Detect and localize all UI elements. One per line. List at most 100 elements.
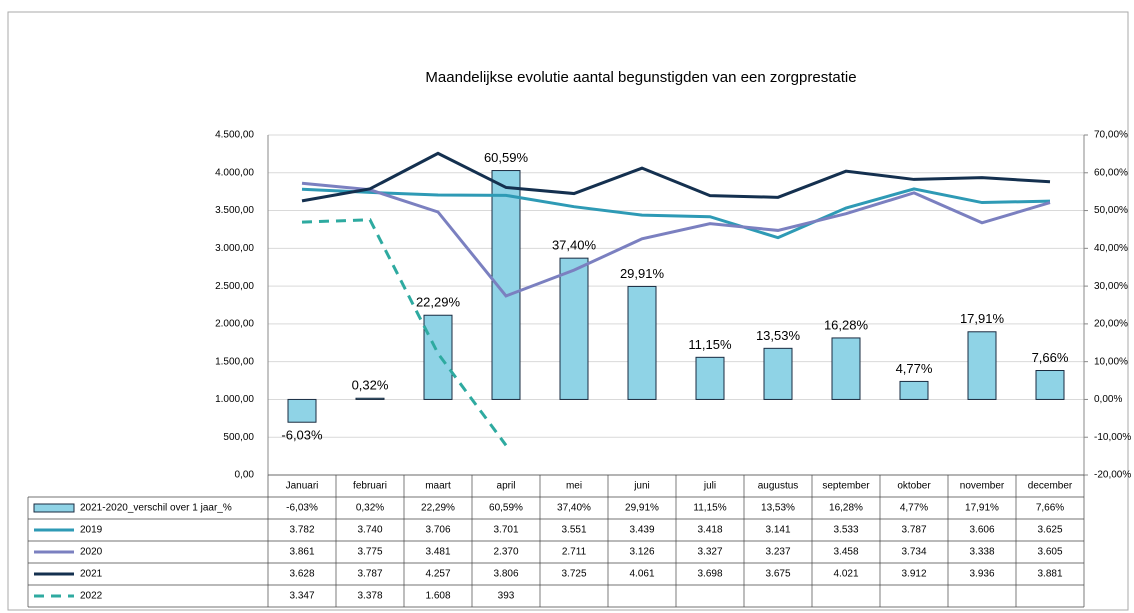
table-cell: 29,91% — [625, 503, 659, 514]
table-cell: 3.675 — [765, 569, 790, 580]
table-cell: 3.605 — [1037, 547, 1062, 558]
table-cell: 3.787 — [901, 525, 926, 536]
table-cell: 37,40% — [557, 503, 591, 514]
table-cell: 3.698 — [697, 569, 722, 580]
y2-tick-label: 10,00% — [1094, 356, 1128, 367]
y2-tick-label: -20,00% — [1094, 470, 1131, 481]
y2-tick-label: 20,00% — [1094, 319, 1128, 330]
table-cell: 16,28% — [829, 503, 863, 514]
data-label: 17,91% — [960, 311, 1005, 326]
bar — [627, 285, 657, 400]
y2-tick-label: 40,00% — [1094, 243, 1128, 254]
x-tick-label: september — [822, 481, 870, 492]
table-cell: 3.740 — [357, 525, 382, 536]
table-cell: 3.782 — [289, 525, 314, 536]
table-cell: 4,77% — [900, 503, 928, 514]
table-cell: 3.806 — [493, 569, 518, 580]
table-cell: 3.936 — [969, 569, 994, 580]
table-cell: 11,15% — [693, 503, 726, 514]
frame — [7, 11, 1129, 611]
table-cell: 3.725 — [561, 569, 586, 580]
bar — [559, 257, 589, 400]
data-label: 22,29% — [416, 295, 461, 310]
x-tick-label: juni — [633, 481, 650, 492]
legend-label: 2019 — [80, 525, 103, 536]
x-tick-label: oktober — [897, 481, 931, 492]
table-cell: 3.701 — [493, 525, 518, 536]
table-cell: 3.327 — [697, 547, 722, 558]
table-cell: 2.370 — [493, 547, 518, 558]
table-cell: 3.481 — [425, 547, 450, 558]
table-cell: 3.775 — [357, 547, 382, 558]
y-tick-label: 1.000,00 — [215, 394, 254, 405]
table-cell: 3.861 — [289, 547, 314, 558]
data-label: 13,53% — [756, 328, 801, 343]
data-label: 0,32% — [352, 378, 389, 393]
series-line — [301, 151, 1051, 203]
table-cell: 3.787 — [357, 569, 382, 580]
bar — [423, 314, 453, 400]
data-label: 37,40% — [552, 238, 597, 253]
table-cell: 3.912 — [901, 569, 926, 580]
table-cell: 3.734 — [901, 547, 926, 558]
table-cell: 13,53% — [761, 503, 795, 514]
series-line — [301, 187, 1051, 240]
table-cell: 0,32% — [356, 503, 384, 514]
table-cell: 3.237 — [765, 547, 790, 558]
x-tick-label: augustus — [758, 481, 799, 492]
x-tick-label: juli — [703, 481, 716, 492]
table-cell: 22,29% — [421, 503, 455, 514]
y-tick-label: 2.500,00 — [215, 281, 254, 292]
bar — [967, 331, 997, 400]
y2-tick-label: 60,00% — [1094, 167, 1128, 178]
table-cell: 3.628 — [289, 569, 314, 580]
data-label: 4,77% — [896, 361, 933, 376]
chart-title: Maandelijkse evolutie aantal begunstigde… — [425, 69, 856, 86]
y-tick-label: 2.000,00 — [215, 319, 254, 330]
table-cell: 60,59% — [489, 503, 523, 514]
x-tick-label: december — [1028, 481, 1073, 492]
y2-tick-label: 0,00% — [1094, 394, 1122, 405]
table-cell: 3.551 — [561, 525, 586, 536]
bar — [763, 347, 793, 400]
y-tick-label: 3.000,00 — [215, 243, 254, 254]
bar — [355, 397, 385, 400]
y2-tick-label: 70,00% — [1094, 130, 1128, 141]
data-label: -6,03% — [281, 428, 323, 443]
legend-label: 2020 — [80, 547, 103, 558]
table-cell: 3.606 — [969, 525, 994, 536]
table-cell: 3.439 — [629, 525, 654, 536]
legend-label: 2021 — [80, 569, 103, 580]
x-tick-label: april — [497, 481, 516, 492]
table-cell: 3.458 — [833, 547, 858, 558]
bar — [1035, 370, 1065, 400]
table-cell: 3.378 — [357, 591, 382, 602]
table-cell: 7,66% — [1036, 503, 1064, 514]
table-cell: 3.141 — [765, 525, 790, 536]
data-label: 16,28% — [824, 317, 869, 332]
y-tick-label: 4.000,00 — [215, 167, 254, 178]
table-cell: 4.021 — [833, 569, 858, 580]
bar — [899, 380, 929, 400]
y-tick-label: 500,00 — [223, 432, 254, 443]
series-line — [301, 218, 508, 447]
x-tick-label: mei — [566, 481, 582, 492]
table-cell: 3.706 — [425, 525, 450, 536]
table-cell: 3.347 — [289, 591, 314, 602]
y2-tick-label: 50,00% — [1094, 205, 1128, 216]
x-tick-label: februari — [353, 481, 387, 492]
legend-swatch — [33, 503, 75, 513]
table-cell: 3.881 — [1037, 569, 1062, 580]
data-label: 60,59% — [484, 150, 529, 165]
table-cell: 393 — [498, 591, 515, 602]
y2-tick-label: 30,00% — [1094, 281, 1128, 292]
data-label: 29,91% — [620, 266, 665, 281]
series-line — [301, 181, 1051, 298]
table-cell: 17,91% — [965, 503, 999, 514]
y-tick-label: 4.500,00 — [215, 130, 254, 141]
bar — [695, 356, 725, 400]
table-cell: 4.257 — [425, 569, 450, 580]
table-cell: 3.533 — [833, 525, 858, 536]
legend-label: 2022 — [80, 591, 103, 602]
table-cell: 3.625 — [1037, 525, 1062, 536]
